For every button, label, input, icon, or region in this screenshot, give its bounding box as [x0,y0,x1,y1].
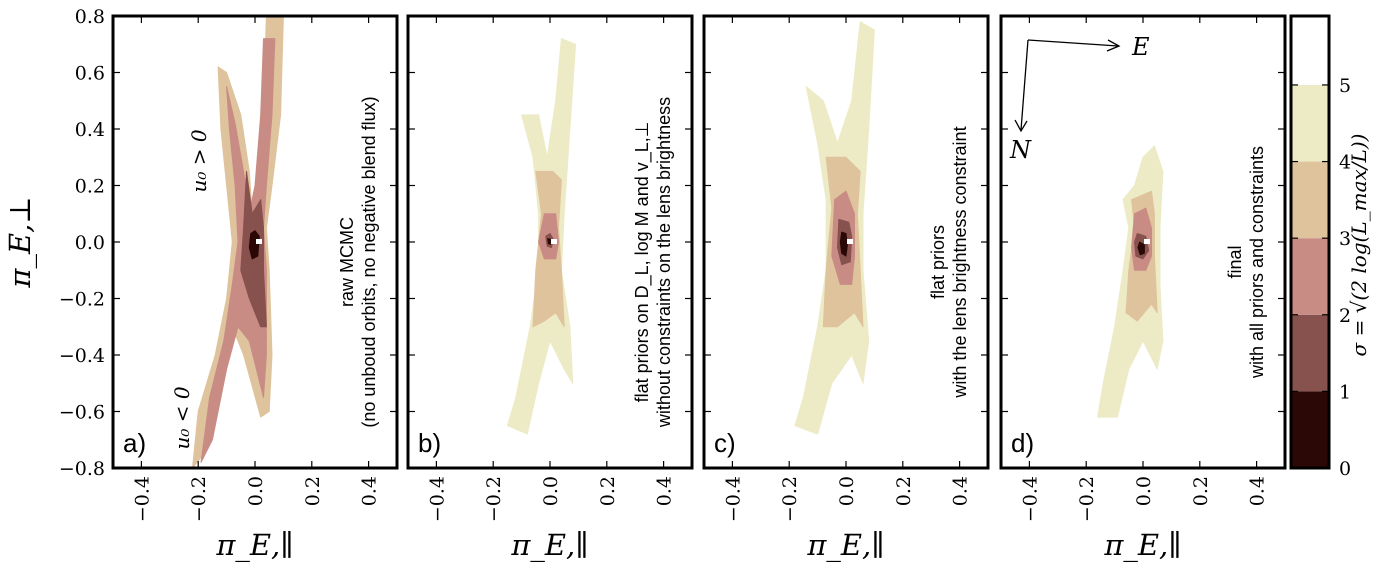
x-tick-label: −0.2 [1076,476,1098,522]
y-tick-label: −0.4 [59,345,105,367]
colorbar-bin [1291,314,1329,392]
colorbar-frame [1289,14,1331,470]
x-tick-label: −0.4 [722,476,744,522]
colorbar-bin [1291,84,1329,162]
panel-label: b) [418,428,441,458]
y-tick-label: 0.8 [75,6,105,28]
panel-annotation-line: raw MCMC [337,217,357,307]
panel-annotation-line: final [1225,245,1245,278]
colorbar-label: σ = √(2 log(L_max/L)) [1347,134,1371,357]
x-tick-label: 0.2 [1190,476,1212,506]
north-arrow [1020,39,1029,131]
axis-labels: π_E,⊥ [3,196,38,288]
best-fit-marker [256,239,262,244]
panel-a: −0.4 −0.2 0.0 0.2 0.4 −0.8 −0.6 −0.4 −0.2 0.0 0.2 0… [59,6,399,563]
y-tick-label: 0.4 [75,119,105,141]
y-tick-label: −0.6 [59,402,105,424]
x-tick-label: 0.0 [1133,476,1155,506]
y-tick-label: 0.2 [75,176,105,198]
x-tick-label: 0.2 [302,476,324,506]
panel-c: −0.4 −0.2 0.0 0.2 0.4 π_E,∥ c) flat priors with … [702,14,990,563]
contour-region [192,16,284,468]
sigma-0-region [547,238,552,245]
colorbar-bin [1291,16,1329,85]
panel-d: −0.4 −0.2 0.0 0.2 0.4 π_E,∥ d) final with all pr… [999,14,1287,563]
x-tick-label: −0.4 [1019,476,1041,522]
x-tick-label: 0.4 [950,476,972,506]
x-tick-label: −0.2 [779,476,801,522]
panel-b: −0.4 −0.2 0.0 0.2 0.4 π_E,∥ b) flat priors on D… [406,14,694,563]
y-tick-label: −0.2 [59,289,105,311]
x-tick-label: 0.0 [540,476,562,506]
x-axis-label: π_E,∥ [1103,528,1181,563]
y-tick-label: 0.6 [75,63,105,85]
contour-region [506,38,577,435]
panel-annotation-line: flat priors [928,225,948,299]
sigma-0-region [1137,241,1145,256]
x-tick-label: 0.4 [1247,476,1269,506]
x-tick-label: 0.4 [359,476,381,506]
panel-label: c) [714,428,736,458]
colorbar-tick-label: 3 [1339,228,1351,250]
east-arrow [1027,39,1119,47]
colorbar-tick-label: 5 [1339,75,1351,97]
x-tick-label: −0.4 [426,476,448,522]
panel-annotation-line: without constraints on the lens brightne… [654,97,674,428]
panel-label: d) [1011,428,1034,458]
x-tick-label: −0.2 [188,476,210,522]
panel-annotation-line: flat priors on D_L, log M and v_L,⊥ [632,122,653,403]
colorbar-bin [1291,391,1329,468]
panels: −0.4 −0.2 0.0 0.2 0.4 −0.8 −0.6 −0.4 −0.2 0.0 0.2 0… [59,6,1287,563]
best-fit-marker [1144,239,1150,244]
u0-negative-label: u₀ < 0 [170,386,194,449]
sigma-0-region [839,231,848,257]
colorbar-tick-label: 4 [1339,152,1351,174]
x-tick-label: 0.0 [836,476,858,506]
x-axis-label: π_E,∥ [215,528,293,563]
contour-region [794,21,875,435]
x-tick-label: 0.2 [597,476,619,506]
colorbar-bin [1291,161,1329,239]
sigma-2-region [200,38,276,463]
north-label: N [1009,136,1032,164]
panel-label: a) [123,428,146,458]
colorbar-bin [1291,238,1329,315]
north-arrow-head [1014,119,1028,133]
y-axis-label: π_E,⊥ [3,196,38,288]
east-label: E [1131,33,1150,61]
x-tick-label: −0.4 [131,476,153,522]
east-arrow-head [1106,39,1121,52]
x-tick-label: −0.2 [483,476,505,522]
colorbar: 0 1 2 3 4 5 σ = √(2 log(L_max/L)) [1289,14,1371,480]
x-tick-label: 0.0 [245,476,267,506]
x-axis-label: π_E,∥ [510,528,588,563]
best-fit-marker [847,239,853,244]
panel-annotation-line: with the lens brightness constraint [950,126,970,398]
colorbar-tick-label: 0 [1339,458,1351,480]
y-tick-label: 0.0 [75,232,105,254]
u0-positive-label: u₀ > 0 [187,129,211,192]
sigma-0-region [248,230,260,260]
y-tick-label: −0.8 [59,458,105,480]
x-tick-label: 0.4 [654,476,676,506]
colorbar-tick-label: 1 [1339,381,1351,403]
panel-annotation-line: (no unboud orbits, no negative blend flu… [359,96,379,427]
colorbar-tick-label: 2 [1339,305,1351,327]
x-axis-label: π_E,∥ [806,528,884,563]
panel-annotation-line: with all priors and constraints [1247,146,1267,379]
x-tick-label: 0.2 [893,476,915,506]
best-fit-marker [551,239,557,244]
contour-region [1097,145,1164,418]
